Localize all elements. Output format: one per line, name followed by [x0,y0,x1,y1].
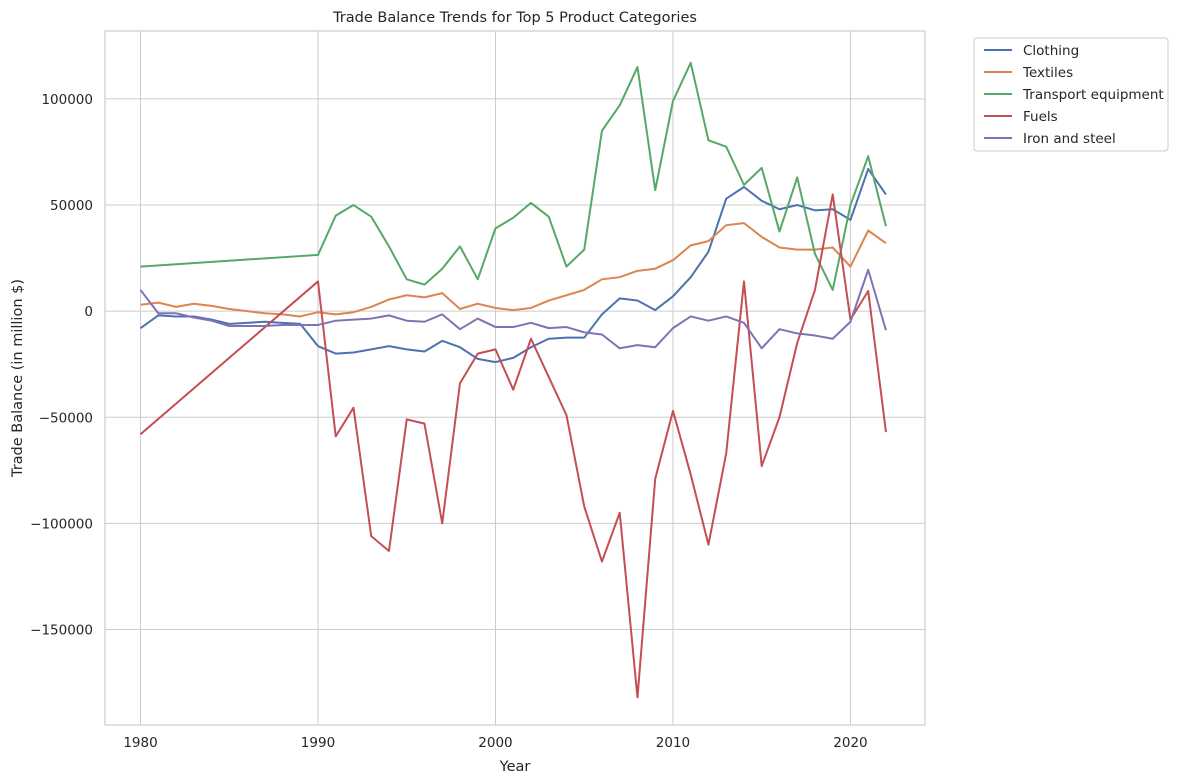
legend-label: Iron and steel [1023,131,1116,147]
legend-item-textiles: Textiles [984,65,1073,81]
x-tick-label: 2020 [833,735,867,751]
x-tick-label: 2010 [656,735,690,751]
x-tick-label: 1990 [301,735,335,751]
legend-item-fuels: Fuels [984,109,1058,125]
legend-label: Clothing [1023,43,1079,59]
y-tick-label: −150000 [30,622,93,638]
y-tick-label: −50000 [39,410,93,426]
legend-frame [973,37,1169,152]
series-lines [139,61,887,699]
legend-item-iron-and-steel: Iron and steel [984,131,1116,147]
y-tick-labels: −150000 −100000 −50000 0 50000 100000 [30,92,93,639]
legend-item-clothing: Clothing [984,43,1079,59]
y-axis-label: Trade Balance (in million $) [10,279,26,478]
legend-label: Transport equipment [1022,87,1164,103]
series-line-clothing [139,167,887,364]
legend: Clothing Textiles Transport equipment Fuels… [973,37,1169,152]
y-tick-label: 50000 [50,198,93,214]
grid [105,31,925,725]
series-line-textiles [140,222,887,318]
y-tick-label: −100000 [30,516,93,532]
series-line-iron-and-steel [139,268,887,350]
series-line-transport-equipment [140,61,887,291]
chart-title: Trade Balance Trends for Top 5 Product C… [332,10,697,26]
series-line-fuels [139,193,887,699]
x-axis-label: Year [499,759,531,775]
legend-label: Textiles [1022,65,1073,81]
x-tick-label: 2000 [478,735,512,751]
legend-item-transport-equipment: Transport equipment [984,87,1164,103]
plot-frame [104,30,926,726]
y-tick-label: 0 [84,304,93,320]
x-tick-label: 1980 [123,735,157,751]
legend-label: Fuels [1023,109,1058,125]
y-tick-label: 100000 [41,92,93,108]
x-tick-labels: 1980 1990 2000 2010 2020 [123,735,867,751]
